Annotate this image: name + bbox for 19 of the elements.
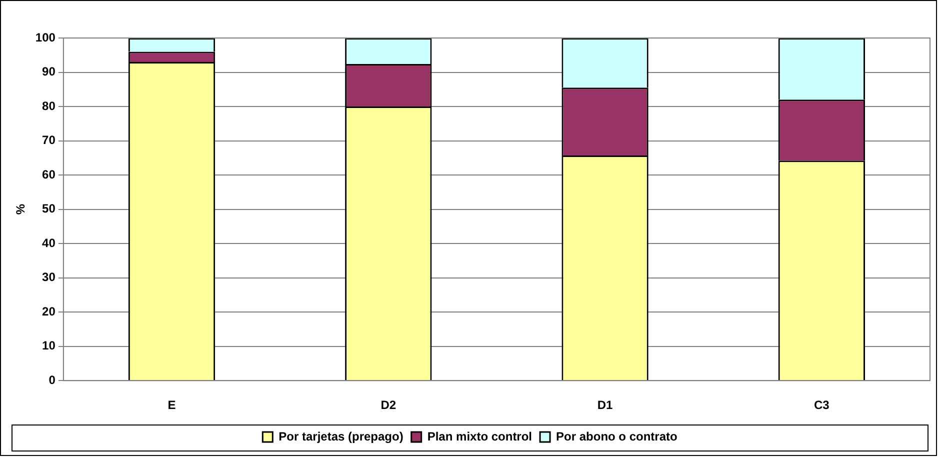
y-tick-label: 30 [42, 270, 56, 284]
y-tick-label: 60 [42, 167, 56, 182]
y-tick-label: 70 [42, 133, 56, 148]
x-tick-label: D2 [380, 398, 396, 412]
legend-label: Por tarjetas (prepago) [278, 429, 404, 444]
y-tick-label: 80 [42, 98, 56, 113]
y-tick-label: 50 [42, 202, 56, 216]
y-tick-label: 0 [48, 372, 56, 387]
legend-label: Por abono o contrato [556, 429, 678, 444]
y-tick-label: 40 [42, 236, 56, 250]
y-axis-title: % [14, 204, 28, 215]
x-tick-label: E [168, 398, 176, 412]
y-tick-label: 100 [35, 30, 56, 44]
x-tick-label: D1 [597, 398, 614, 412]
legend-label: Plan mixto control [427, 429, 532, 444]
y-tick-label: 10 [42, 338, 56, 353]
x-tick-label: C3 [814, 398, 830, 412]
y-tick-label: 20 [42, 304, 56, 318]
y-tick-label: 90 [42, 64, 56, 79]
